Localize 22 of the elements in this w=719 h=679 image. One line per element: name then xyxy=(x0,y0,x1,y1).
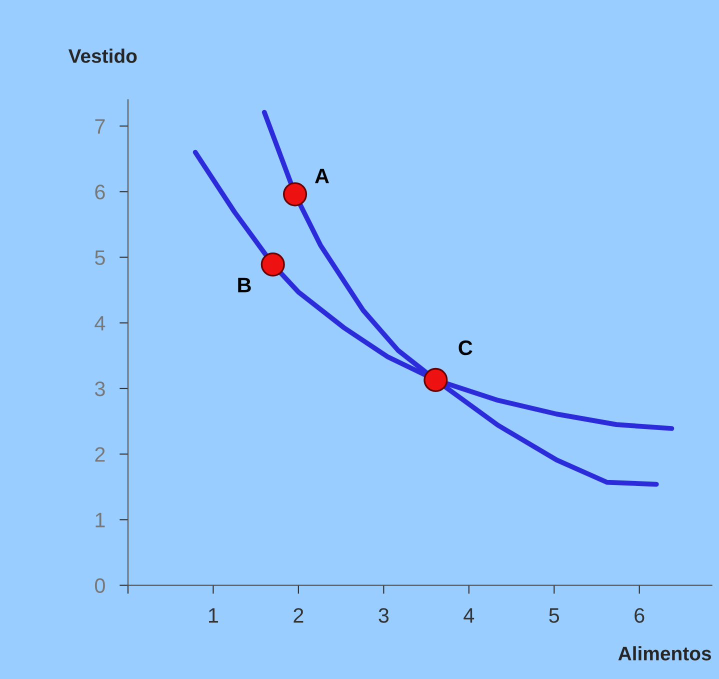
y-tick-label: 2 xyxy=(95,447,105,462)
y-tick-label: 7 xyxy=(95,119,105,134)
x-tick-label: 6 xyxy=(634,608,644,623)
x-tick-label: 2 xyxy=(294,608,304,623)
y-axis-title: Vestido xyxy=(68,48,137,63)
annotation: B xyxy=(238,278,251,292)
x-tick-label: 4 xyxy=(464,608,474,623)
annotation: A xyxy=(314,168,329,184)
y-tick-label: 0 xyxy=(94,578,105,594)
x-axis-title: Alimentos xyxy=(618,646,712,660)
x-tick-label: 5 xyxy=(549,608,560,623)
y-tick-label: 3 xyxy=(94,381,105,396)
point xyxy=(283,182,308,206)
y-tick-label: 1 xyxy=(96,512,105,528)
x-tick-label: 1 xyxy=(209,608,218,623)
y-tick-label: 4 xyxy=(94,316,106,330)
point xyxy=(424,368,448,392)
y-tick-label: 5 xyxy=(95,250,105,266)
point xyxy=(260,252,285,277)
y-tick-label: 6 xyxy=(95,184,105,200)
x-tick-label: 3 xyxy=(378,608,389,623)
annotation: C xyxy=(458,340,472,356)
